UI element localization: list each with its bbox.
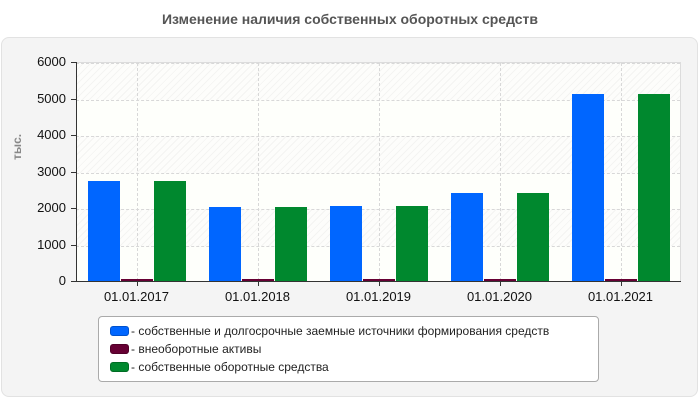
grid-line-vertical xyxy=(257,63,259,281)
grid-line-vertical xyxy=(499,63,501,281)
grid-line xyxy=(76,245,680,247)
legend-item: - внеоборотные активы xyxy=(110,340,598,358)
legend-swatch-icon xyxy=(110,344,129,354)
y-tick xyxy=(71,98,76,100)
bar-2 xyxy=(121,279,153,281)
x-tick-label: 01.01.2020 xyxy=(466,289,533,304)
x-tick-label: 01.01.2017 xyxy=(103,289,170,304)
bar-1 xyxy=(88,180,120,281)
x-tick xyxy=(620,281,622,286)
x-tick xyxy=(257,281,259,286)
legend-swatch-icon xyxy=(110,326,129,336)
y-tick-label: 2000 xyxy=(37,200,66,215)
y-tick xyxy=(71,135,76,136)
bar-1 xyxy=(451,193,483,281)
x-tick-label: 01.01.2021 xyxy=(587,289,654,304)
bar-3 xyxy=(154,180,186,281)
y-tick-label: 6000 xyxy=(37,54,66,69)
x-tick xyxy=(378,281,380,286)
y-tick xyxy=(71,171,76,173)
legend-label: - собственные и долгосрочные заемные ист… xyxy=(131,324,550,338)
x-tick-label: 01.01.2018 xyxy=(224,289,291,304)
bar-1 xyxy=(209,206,241,281)
bar-3 xyxy=(517,193,549,281)
grid-line-vertical xyxy=(136,63,138,281)
grid-line xyxy=(76,99,680,101)
y-tick xyxy=(71,62,76,63)
legend-item: - собственные оборотные средства xyxy=(110,358,598,376)
y-tick-label: 5000 xyxy=(37,90,66,106)
y-tick-label: 0 xyxy=(58,273,66,288)
x-tick xyxy=(136,281,138,286)
grid-line xyxy=(76,63,680,64)
y-tick xyxy=(71,244,76,246)
x-tick xyxy=(499,281,501,286)
y-tick xyxy=(71,208,76,209)
chart-title: Изменение наличия собственных оборотных … xyxy=(161,11,539,27)
y-axis xyxy=(76,62,77,282)
legend-swatch-icon xyxy=(110,362,129,372)
grid-line-vertical xyxy=(620,63,622,281)
grid-line xyxy=(76,209,680,210)
legend-label: - внеоборотные активы xyxy=(131,342,262,356)
y-tick xyxy=(71,281,76,282)
x-tick-label: 01.01.2019 xyxy=(345,289,412,304)
y-tick-label: 3000 xyxy=(37,163,66,179)
bar-3 xyxy=(396,205,428,281)
bar-3 xyxy=(275,206,307,281)
grid-line xyxy=(76,172,680,174)
grid-line-vertical xyxy=(378,63,380,281)
bar-3 xyxy=(638,94,670,281)
bar-2 xyxy=(242,279,274,281)
bar-2 xyxy=(363,279,395,281)
bar-2 xyxy=(605,279,637,281)
y-tick-label: 4000 xyxy=(37,127,66,142)
grid-line xyxy=(76,136,680,137)
legend-item: - собственные и долгосрочные заемные ист… xyxy=(110,322,598,340)
legend: - собственные и долгосрочные заемные ист… xyxy=(98,316,599,382)
legend-label: - собственные оборотные средства xyxy=(131,360,329,374)
y-tick-label: 1000 xyxy=(37,236,66,252)
bar-1 xyxy=(330,205,362,281)
bar-1 xyxy=(572,94,604,281)
bar-2 xyxy=(484,279,516,281)
